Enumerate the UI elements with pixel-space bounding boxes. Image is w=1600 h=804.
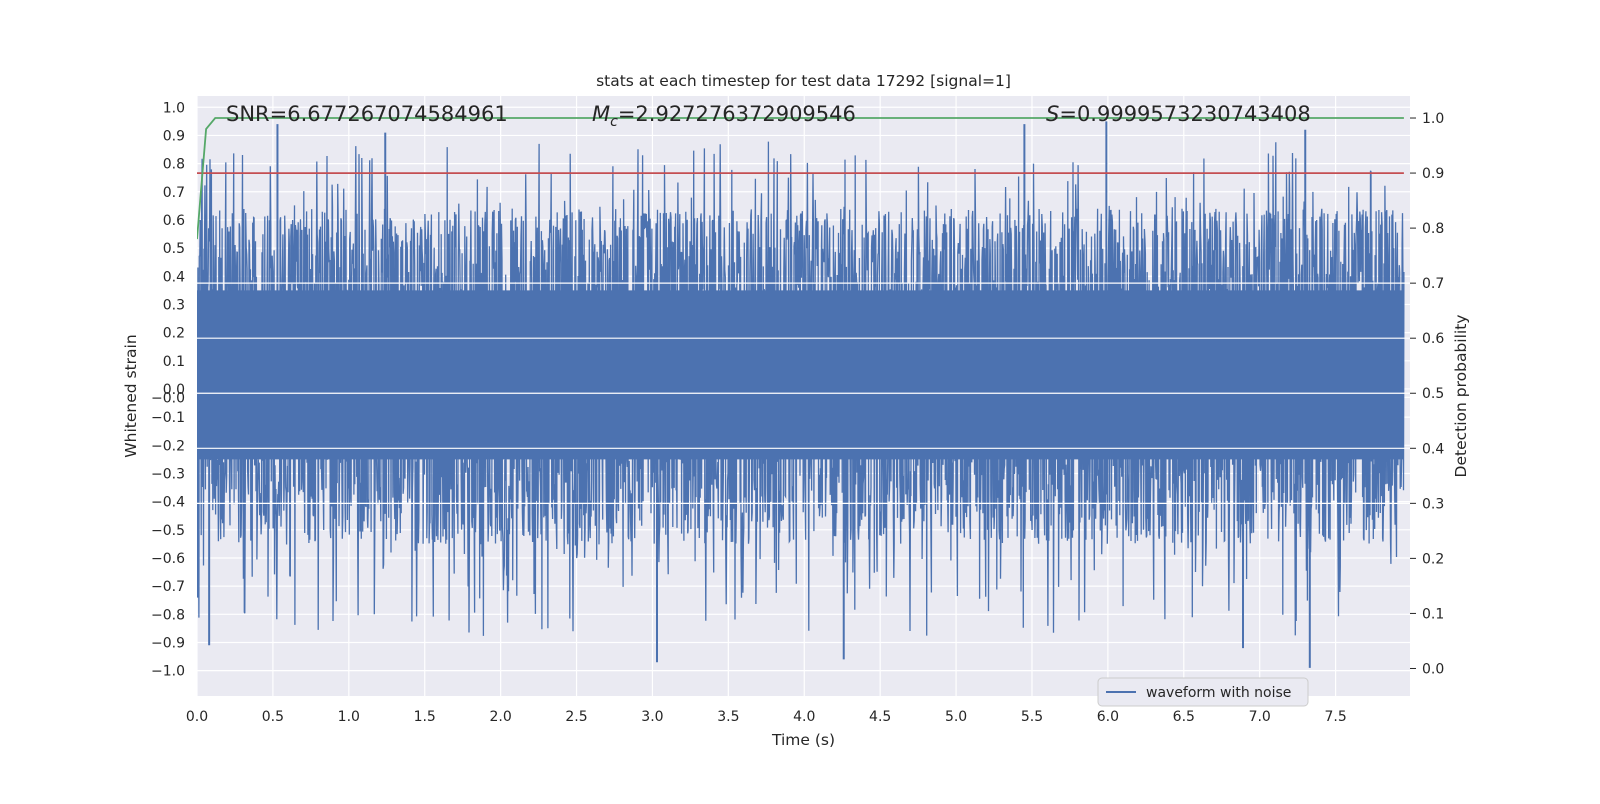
y-tick-label: −0.2 bbox=[151, 438, 185, 454]
x-tick-label: 6.0 bbox=[1097, 709, 1119, 725]
x-tick-label: 4.0 bbox=[793, 709, 815, 725]
y-tick-label: 0.6 bbox=[163, 213, 185, 229]
y-tick-label: 0.8 bbox=[163, 157, 185, 173]
y-tick-label: 0.2 bbox=[163, 326, 185, 342]
legend: waveform with noise bbox=[1097, 677, 1309, 707]
x-axis-label: Time (s) bbox=[771, 731, 835, 749]
legend-box bbox=[1097, 677, 1309, 707]
y-tick-label: 0.9 bbox=[163, 128, 185, 144]
s-value: =0.9999573230743408 bbox=[1059, 102, 1310, 126]
y2-tick-label: 1.0 bbox=[1422, 111, 1444, 127]
s-annotation: S=0.9999573230743408 bbox=[1046, 102, 1311, 126]
x-tick-label: 3.0 bbox=[641, 709, 663, 725]
tick-labels: 0.0 0.5 1.0 1.5 2.0 2.5 3.0 3.5 4.0 4.5 5.0 5.5 6.0 6… bbox=[151, 100, 1444, 725]
x-tick-label: 7.0 bbox=[1249, 709, 1271, 725]
x-tick-label: 0.5 bbox=[262, 709, 284, 725]
y-tick-label: −0.6 bbox=[151, 551, 185, 567]
detection-probability-line bbox=[197, 117, 1404, 240]
chart-title: stats at each timestep for test data 172… bbox=[596, 72, 1011, 90]
y-tick-label: 0.1 bbox=[163, 354, 185, 370]
s-symbol: S bbox=[1046, 102, 1059, 126]
x-tick-label: 3.5 bbox=[717, 709, 739, 725]
y2-tick-label: 0.4 bbox=[1422, 441, 1444, 457]
x-tick-label: 5.5 bbox=[1021, 709, 1043, 725]
x-tick-label: 4.5 bbox=[869, 709, 891, 725]
x-tick-label: 7.5 bbox=[1324, 709, 1346, 725]
chirp-mass-subscript: c bbox=[610, 114, 618, 130]
y-tick-label: −0.1 bbox=[151, 410, 185, 426]
x-tick-label: 6.5 bbox=[1173, 709, 1195, 725]
y2-tick-label: 0.2 bbox=[1422, 551, 1444, 567]
y2-tick-label: 0.7 bbox=[1422, 276, 1444, 292]
x-tick-label: 1.5 bbox=[414, 709, 436, 725]
y-tick-label: −0.3 bbox=[151, 466, 185, 482]
x-tick-label: 2.0 bbox=[489, 709, 511, 725]
y-tick-label: 0.4 bbox=[163, 269, 185, 285]
waveform-core bbox=[197, 290, 1404, 460]
x-tick-label: 5.0 bbox=[945, 709, 967, 725]
y-tick-label: 0.0 bbox=[163, 382, 185, 398]
waveform-series bbox=[197, 121, 1410, 668]
y-tick-label: −0.0 bbox=[151, 390, 185, 406]
y-tick-label: −0.5 bbox=[151, 523, 185, 539]
y2-tick-label: 0.3 bbox=[1422, 496, 1444, 512]
y2-tick-label: 0.8 bbox=[1422, 221, 1444, 237]
y-tick-label: −0.7 bbox=[151, 579, 185, 595]
snr-annotation: SNR=6.677267074584961 bbox=[226, 102, 508, 126]
y-tick-label: −0.9 bbox=[151, 635, 185, 651]
x-tick-label: 0.0 bbox=[186, 709, 208, 725]
probability-series bbox=[197, 117, 1404, 240]
y-tick-label: 1.0 bbox=[163, 100, 185, 116]
y-tick-label: 0.3 bbox=[163, 297, 185, 313]
y2-axis-label: Detection probability bbox=[1452, 315, 1470, 478]
y-tick-label: −1.0 bbox=[151, 664, 185, 680]
y2-tick-label: 0.6 bbox=[1422, 331, 1444, 347]
y-tick-label: −0.8 bbox=[151, 607, 185, 623]
y2-tick-label: 0.1 bbox=[1422, 606, 1444, 622]
y2-tick-label: 0.0 bbox=[1422, 661, 1444, 677]
chirp-mass-annotation: Mc=2.927276372909546 bbox=[592, 102, 856, 130]
y-axis-label: Whitened strain bbox=[122, 334, 140, 457]
x-tick-label: 1.0 bbox=[338, 709, 360, 725]
y2-tick-label: 0.5 bbox=[1422, 386, 1444, 402]
y-tick-label: 0.7 bbox=[163, 185, 185, 201]
y2-tick-label: 0.9 bbox=[1422, 166, 1444, 182]
y-tick-label: 0.5 bbox=[163, 241, 185, 257]
chirp-mass-symbol: M bbox=[592, 102, 610, 126]
x-tick-label: 2.5 bbox=[565, 709, 587, 725]
y-tick-label: −0.4 bbox=[151, 495, 185, 511]
legend-label-waveform: waveform with noise bbox=[1146, 685, 1291, 701]
chirp-mass-value: =2.927276372909546 bbox=[618, 102, 856, 126]
